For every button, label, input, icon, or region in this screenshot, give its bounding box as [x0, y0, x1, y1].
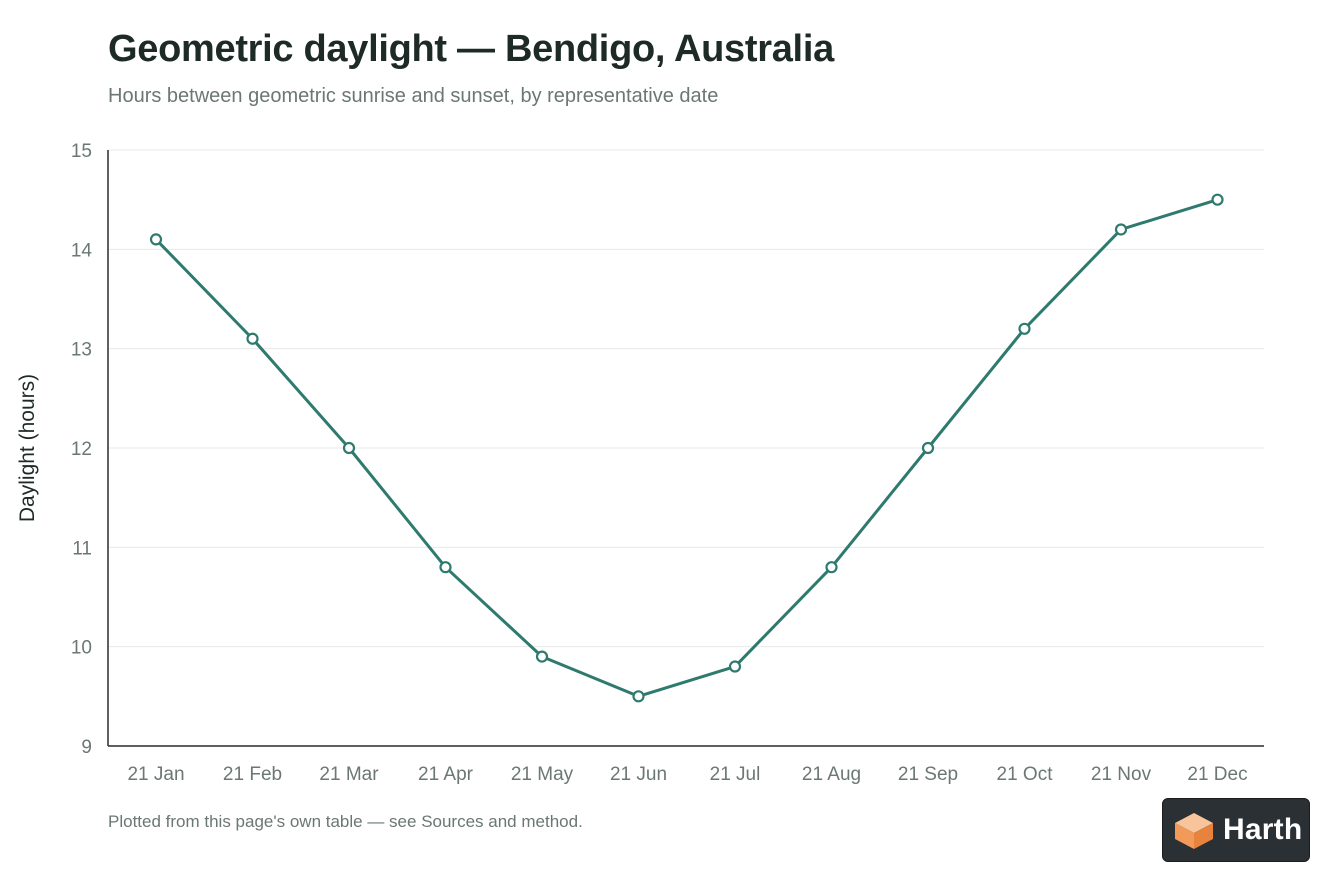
data-point[interactable]	[246, 332, 259, 345]
x-tick-labels: 21 Jan 21 Feb 21 Mar 21 Apr 21 May 21 Jun 21 J…	[127, 764, 1247, 785]
series-polyline	[154, 198, 1218, 698]
x-tick-label: 21 Feb	[223, 764, 282, 785]
data-point[interactable]	[342, 441, 356, 455]
axes	[107, 150, 1264, 747]
data-point[interactable]	[825, 561, 838, 574]
data-point[interactable]	[149, 233, 163, 246]
data-point[interactable]	[535, 650, 549, 663]
y-tick-label: 14	[71, 240, 93, 261]
grid-lines	[108, 149, 1264, 648]
data-point[interactable]	[728, 660, 742, 673]
footnote: Plotted from this page's own table — see…	[108, 812, 583, 831]
x-tick-label: 21 Oct	[997, 764, 1054, 785]
data-points	[149, 193, 1224, 703]
y-tick-label: 13	[71, 340, 92, 361]
brand-logo[interactable]: Harth	[1162, 798, 1310, 862]
y-tick-label: 11	[72, 538, 92, 559]
x-tick-label: 21 Dec	[1187, 764, 1247, 785]
x-tick-label: 21 Aug	[802, 764, 861, 785]
x-tick-label: 21 Jan	[127, 764, 184, 785]
data-point[interactable]	[632, 690, 645, 703]
x-tick-label: 21 Mar	[319, 764, 379, 785]
y-tick-label: 10	[71, 638, 92, 659]
cube-logo-icon	[1175, 813, 1213, 849]
x-tick-label: 21 May	[511, 764, 574, 785]
series-line	[154, 198, 1218, 698]
data-point[interactable]	[1114, 223, 1128, 236]
x-tick-label: 21 Apr	[418, 764, 474, 785]
chart-subtitle: Hours between geometric sunrise and suns…	[108, 85, 719, 107]
y-tick-label: 15	[71, 141, 92, 162]
x-tick-label: 21 Jun	[610, 764, 667, 785]
chart-title: Geometric daylight — Bendigo, Australia	[108, 28, 834, 70]
x-tick-label: 21 Jul	[710, 764, 761, 785]
y-tick-labels: 9 10 11 12 13 14 15	[71, 141, 93, 758]
data-point[interactable]	[1018, 322, 1031, 335]
y-tick-label: 12	[71, 439, 92, 460]
data-point[interactable]	[1211, 193, 1224, 206]
data-point[interactable]	[921, 441, 935, 455]
logo-text: Harth	[1223, 813, 1303, 846]
data-point[interactable]	[439, 561, 452, 574]
x-tick-label: 21 Sep	[898, 764, 958, 785]
x-tick-label: 21 Nov	[1091, 764, 1152, 785]
y-tick-label: 9	[81, 737, 92, 758]
y-axis-label: Daylight (hours)	[16, 374, 39, 522]
